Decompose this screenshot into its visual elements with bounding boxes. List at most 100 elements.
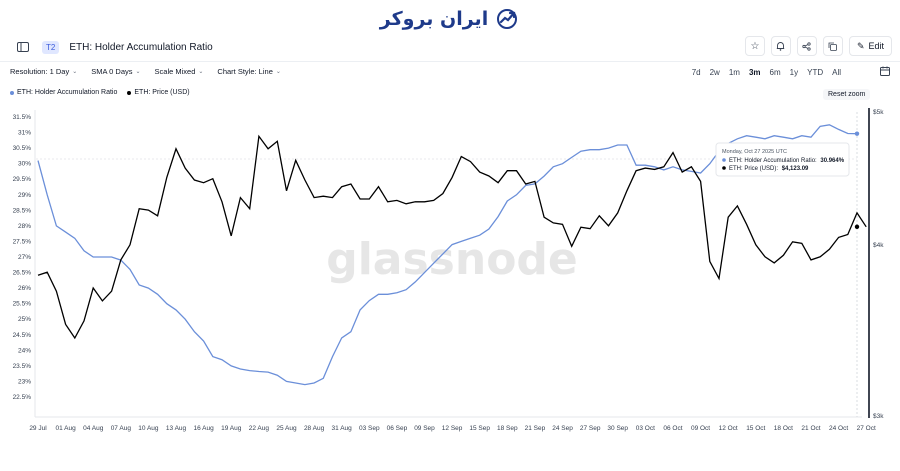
left-axis-tick-label: 30% (18, 161, 31, 168)
left-axis-tick-label: 26% (18, 285, 31, 292)
tier-badge: T2 (42, 40, 60, 54)
resolution-label: Resolution: 1 Day (10, 67, 70, 76)
scale-label: Scale Mixed (154, 67, 196, 76)
price-highlight-point (854, 224, 860, 229)
range-2w[interactable]: 2w (709, 68, 720, 77)
resolution-dropdown[interactable]: Resolution: 1 Day ⌄ (10, 67, 77, 76)
x-axis-tick-label: 24 Oct (829, 425, 848, 432)
tooltip-ratio-value: 30.964% (820, 158, 844, 164)
x-axis-tick-label: 18 Sep (497, 425, 518, 432)
left-axis-tick-label: 28.5% (13, 207, 32, 214)
x-axis-tick-label: 06 Sep (387, 425, 408, 432)
page-title: ETH: Holder Accumulation Ratio (69, 41, 213, 53)
x-axis-tick-label: 15 Sep (469, 425, 490, 432)
range-3m[interactable]: 3m (748, 68, 761, 77)
left-axis-tick-label: 31% (18, 130, 31, 137)
legend-item-ratio[interactable]: ETH: Holder Accumulation Ratio (10, 89, 117, 96)
chevron-down-icon: ⌄ (135, 69, 141, 75)
x-axis-tick-label: 25 Aug (276, 425, 297, 432)
x-axis-tick-label: 28 Aug (304, 425, 325, 432)
left-axis-tick-label: 26.5% (13, 270, 32, 277)
trend-chart-icon (497, 9, 518, 29)
x-axis-tick-label: 21 Sep (525, 425, 546, 432)
x-axis-tick-label: 01 Aug (55, 425, 76, 432)
x-axis: 29 Jul 01 Aug 04 Aug 07 Aug 10 Aug 13 Aug 16 A… (29, 416, 876, 432)
brand-logo: ایران بروکر (0, 0, 900, 38)
left-axis-tick-label: 29% (18, 192, 31, 199)
legend-price-label: ETH: Price (USD) (134, 89, 190, 96)
left-axis-tick-label: 22.5% (13, 394, 32, 401)
legend-ratio-dot (10, 90, 14, 95)
ratio-highlight-point (854, 131, 860, 136)
price-series-line (37, 134, 867, 340)
share-icon[interactable] (796, 36, 817, 56)
chevron-down-icon: ⌄ (198, 69, 204, 75)
scale-dropdown[interactable]: Scale Mixed ⌄ (155, 67, 204, 76)
chevron-down-icon: ⌄ (72, 69, 78, 75)
x-axis-tick-label: 27 Sep (580, 425, 601, 432)
x-axis-tick-label: 16 Aug (194, 425, 215, 432)
header-divider (0, 61, 900, 62)
star-icon[interactable]: ☆ (744, 36, 765, 56)
left-axis-tick-label: 31.5% (13, 114, 32, 121)
left-axis: 31.5% 31% 30.5% 30% 29.5% 29% 28.5% 28% 27.5% 27%… (13, 110, 36, 417)
calendar-icon[interactable] (880, 66, 890, 79)
x-axis-tick-label: 04 Aug (83, 425, 104, 432)
legend-ratio-label: ETH: Holder Accumulation Ratio (17, 89, 118, 96)
x-axis-tick-label: 22 Aug (249, 425, 270, 432)
tooltip-price-dot (722, 166, 726, 170)
x-axis-tick-label: 12 Oct (719, 425, 738, 432)
x-axis-tick-label: 27 Oct (857, 425, 876, 432)
chart-style-dropdown[interactable]: Chart Style: Line ⌄ (217, 67, 280, 76)
right-axis-tick-label: $5k (873, 109, 884, 116)
range-ytd[interactable]: YTD (807, 68, 824, 77)
tooltip-date: Monday, Oct 27 2025 UTC (722, 149, 787, 155)
x-axis-tick-label: 15 Oct (746, 425, 765, 432)
right-axis: $5k $4k $3k (868, 108, 884, 420)
copy-icon[interactable] (822, 36, 843, 56)
tooltip-ratio-row: ETH: Holder Accumulation Ratio: 30.964% (729, 158, 845, 164)
chevron-down-icon: ⌄ (275, 69, 281, 75)
x-axis-tick-label: 19 Aug (221, 425, 242, 432)
chart-legend: ETH: Holder Accumulation Ratio ETH: Pric… (10, 89, 190, 96)
bell-icon[interactable] (770, 36, 791, 56)
pencil-icon: ✎ (856, 40, 865, 51)
tooltip: Monday, Oct 27 2025 UTC ETH: Holder Accu… (715, 142, 850, 177)
left-axis-tick-label: 23.5% (13, 363, 32, 370)
x-axis-tick-label: 03 Sep (359, 425, 380, 432)
sma-dropdown[interactable]: SMA 0 Days ⌄ (91, 67, 140, 76)
brand-logo-text: ایران بروکر (379, 8, 489, 30)
range-selector: 7d 2w 1m 3m 6m 1y YTD All (689, 66, 844, 79)
x-axis-tick-label: 09 Oct (691, 425, 710, 432)
sma-label: SMA 0 Days (91, 67, 133, 76)
range-1y[interactable]: 1y (789, 68, 799, 77)
left-axis-tick-label: 27.5% (13, 238, 32, 245)
right-axis-tick-label: $4k (873, 242, 884, 249)
x-axis-tick-label: 29 Jul (29, 425, 47, 432)
edit-button[interactable]: ✎ Edit (848, 36, 892, 56)
x-axis-tick-label: 09 Sep (414, 425, 435, 432)
range-1m[interactable]: 1m (728, 68, 740, 77)
left-axis-tick-label: 27% (18, 254, 31, 261)
right-axis-tick-label: $3k (873, 413, 884, 420)
chart-header: T2 ETH: Holder Accumulation Ratio ☆ ✎ Ed… (0, 36, 900, 60)
x-axis-tick-label: 06 Oct (663, 425, 682, 432)
tooltip-price-label: ETH: Price (USD): (729, 166, 778, 172)
reset-zoom-button[interactable]: Reset zoom (823, 89, 871, 100)
left-axis-tick-label: 23% (18, 378, 31, 385)
edit-button-label: Edit (868, 41, 884, 51)
legend-item-price[interactable]: ETH: Price (USD) (127, 89, 190, 96)
x-axis-tick-label: 07 Aug (111, 425, 132, 432)
x-axis-tick-label: 31 Aug (332, 425, 353, 432)
range-6m[interactable]: 6m (769, 68, 781, 77)
tooltip-ratio-dot (722, 158, 726, 162)
left-axis-tick-label: 30.5% (13, 145, 32, 152)
sidebar-icon[interactable] (14, 38, 32, 56)
range-all[interactable]: All (832, 68, 841, 77)
tooltip-ratio-label: ETH: Holder Accumulation Ratio: (729, 158, 817, 164)
x-axis-tick-label: 30 Sep (607, 425, 628, 432)
x-axis-tick-label: 03 Oct (636, 425, 655, 432)
range-7d[interactable]: 7d (691, 68, 701, 77)
tooltip-price-row: ETH: Price (USD): $4,123.09 (729, 166, 809, 172)
